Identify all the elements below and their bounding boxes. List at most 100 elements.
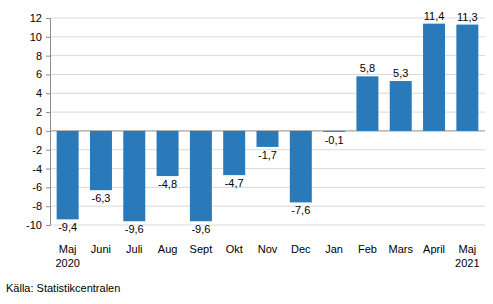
data-label: 11,3 bbox=[457, 11, 478, 23]
x-tick: Maj2020 bbox=[55, 241, 79, 269]
x-tick: Dec bbox=[291, 241, 311, 255]
data-label: 5,8 bbox=[360, 62, 375, 74]
y-tick-label: 2 bbox=[36, 106, 42, 118]
grid-line bbox=[50, 206, 485, 207]
bar bbox=[456, 25, 478, 131]
grid-line bbox=[50, 187, 485, 188]
x-tick: April bbox=[423, 241, 445, 255]
y-tick-mark bbox=[46, 74, 50, 75]
grid-line bbox=[50, 74, 485, 75]
x-tick: Maj2021 bbox=[455, 241, 479, 269]
bar bbox=[290, 131, 312, 203]
y-tick-mark bbox=[46, 56, 50, 57]
y-tick-label: 8 bbox=[36, 50, 42, 62]
bar bbox=[57, 131, 79, 219]
bar bbox=[323, 130, 345, 132]
x-tick: Juni bbox=[91, 241, 111, 255]
grid-line bbox=[50, 168, 485, 169]
y-tick: 2 bbox=[36, 106, 50, 118]
bar bbox=[223, 131, 245, 175]
x-tick-label: Sept bbox=[190, 243, 213, 255]
x-tick-label: Maj2021 bbox=[455, 243, 479, 269]
y-tick-label: 6 bbox=[36, 68, 42, 80]
x-tick-label: Feb bbox=[358, 243, 377, 255]
x-tick-label: April bbox=[423, 243, 445, 255]
grid-line bbox=[50, 55, 485, 56]
x-tick-label: Aug bbox=[158, 243, 178, 255]
y-tick: -2 bbox=[32, 144, 50, 156]
grid bbox=[50, 18, 485, 225]
source: Källa: Statistikcentralen bbox=[6, 282, 120, 294]
y-tick: 10 bbox=[30, 31, 50, 43]
y-tick-label: -4 bbox=[32, 163, 42, 175]
y-tick-label: 0 bbox=[36, 125, 42, 137]
y-tick-label: -10 bbox=[26, 219, 42, 231]
x-tick-label: Okt bbox=[226, 243, 243, 255]
y-tick-mark bbox=[46, 225, 50, 226]
x-tick-label: Jan bbox=[325, 243, 343, 255]
grid-line bbox=[50, 18, 485, 19]
x-tick: Jan bbox=[325, 241, 343, 255]
y-tick-mark bbox=[46, 131, 50, 132]
y-tick-label: -6 bbox=[32, 181, 42, 193]
y-tick: 6 bbox=[36, 68, 50, 80]
y-tick: -8 bbox=[32, 200, 50, 212]
grid-line bbox=[50, 225, 485, 226]
x-tick-label: Juli bbox=[126, 243, 143, 255]
x-tick-label: Maj2020 bbox=[55, 243, 79, 269]
y-tick-mark bbox=[46, 150, 50, 151]
y-tick-mark bbox=[46, 112, 50, 113]
y-tick: 8 bbox=[36, 50, 50, 62]
data-label: -9,4 bbox=[58, 221, 77, 233]
grid-line bbox=[50, 36, 485, 37]
x-tick: Juli bbox=[126, 241, 143, 255]
data-label: -9,6 bbox=[191, 223, 210, 235]
data-label: -0,1 bbox=[325, 134, 344, 146]
y-tick-mark bbox=[46, 169, 50, 170]
x-tick-label: Juni bbox=[91, 243, 111, 255]
x-tick: Feb bbox=[358, 241, 377, 255]
bar bbox=[190, 131, 212, 221]
x-tick: Okt bbox=[226, 241, 243, 255]
y-tick: 12 bbox=[30, 12, 50, 24]
bar bbox=[90, 131, 112, 190]
y-tick-label: 10 bbox=[30, 31, 42, 43]
y-tick-mark bbox=[46, 18, 50, 19]
x-tick-label: Nov bbox=[258, 243, 278, 255]
data-label: 5,3 bbox=[393, 67, 408, 79]
data-label: -9,6 bbox=[125, 223, 144, 235]
data-label: -4,8 bbox=[158, 178, 177, 190]
y-tick-mark bbox=[46, 37, 50, 38]
grid-line bbox=[50, 112, 485, 113]
bar bbox=[123, 131, 145, 221]
x-tick: Sept bbox=[190, 241, 213, 255]
y-tick: 0 bbox=[36, 125, 50, 137]
grid-line bbox=[50, 93, 485, 94]
bar bbox=[157, 131, 179, 176]
y-tick: -6 bbox=[32, 181, 50, 193]
y-tick-mark bbox=[46, 187, 50, 188]
x-tick: Mars bbox=[389, 241, 414, 255]
y-tick-mark bbox=[46, 206, 50, 207]
data-label: 11,4 bbox=[424, 10, 445, 22]
y-tick-label: -2 bbox=[32, 144, 42, 156]
bars bbox=[57, 24, 479, 222]
data-label: -1,7 bbox=[258, 149, 277, 161]
bar bbox=[423, 24, 445, 131]
x-tick-label: Mars bbox=[389, 243, 414, 255]
x-axis: Maj2020 Juni Juli Aug Sept Okt Nov Dec Jan Feb Mar… bbox=[55, 241, 479, 269]
data-label: -6,3 bbox=[91, 192, 110, 204]
y-tick: -10 bbox=[26, 219, 50, 231]
bar bbox=[356, 76, 378, 131]
y-tick: -4 bbox=[32, 163, 50, 175]
data-labels: -9,4-6,3-9,6-4,8-9,6-4,7-1,7-7,6-0,15,85… bbox=[58, 10, 477, 236]
y-axis: -10 -8 -6 -4 -2 0 2 4 6 8 10 12 bbox=[26, 12, 50, 231]
x-tick-label: Dec bbox=[291, 243, 311, 255]
y-tick-mark bbox=[46, 93, 50, 94]
plot: -10 -8 -6 -4 -2 0 2 4 6 8 10 12 -9,4 -6,3 -9,6 -4,8 -9,6… bbox=[26, 10, 485, 269]
y-tick: 4 bbox=[36, 87, 50, 99]
chart: -10 -8 -6 -4 -2 0 2 4 6 8 10 12 -9,4 -6,3 -9,6 -4,8 -9,6… bbox=[0, 0, 493, 304]
bar bbox=[390, 81, 412, 131]
bar bbox=[257, 131, 279, 147]
x-tick: Nov bbox=[258, 241, 278, 255]
